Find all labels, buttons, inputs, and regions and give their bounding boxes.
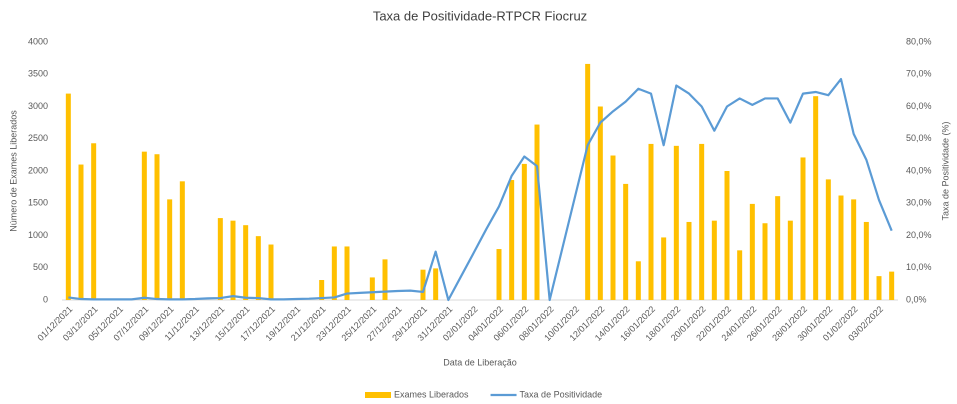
y-tick-label: 500 xyxy=(33,262,48,272)
bar xyxy=(673,145,679,300)
bar xyxy=(635,261,641,300)
y2-tick-label: 30,0% xyxy=(906,198,932,208)
legend-label: Exames Liberados xyxy=(394,389,469,399)
bar xyxy=(179,181,185,300)
y-tick-label: 4000 xyxy=(28,36,48,46)
bar xyxy=(623,183,629,300)
bar xyxy=(382,259,388,300)
bar xyxy=(154,154,160,300)
bar xyxy=(724,171,730,300)
bar xyxy=(433,268,439,300)
bar xyxy=(91,143,97,300)
y-tick-label: 0 xyxy=(43,294,48,304)
y-axis-title: Número de Exames Liberados xyxy=(8,110,18,232)
bar xyxy=(585,63,591,301)
legend-swatch xyxy=(365,392,391,398)
bar xyxy=(800,157,806,300)
y2-tick-label: 20,0% xyxy=(906,230,932,240)
bar xyxy=(534,124,540,300)
bar xyxy=(344,246,350,300)
bar xyxy=(749,203,755,300)
bar xyxy=(762,223,768,300)
bar xyxy=(420,269,426,300)
bar xyxy=(255,236,261,300)
bar xyxy=(699,143,705,300)
bar xyxy=(775,196,781,300)
y-tick-label: 1500 xyxy=(28,198,48,208)
bar xyxy=(851,199,857,300)
bar xyxy=(889,271,895,300)
bar xyxy=(268,244,274,300)
y-tick-label: 2000 xyxy=(28,165,48,175)
bar xyxy=(711,220,717,300)
bar xyxy=(509,180,515,300)
y-tick-label: 3500 xyxy=(28,69,48,79)
chart-title: Taxa de Positividade-RTPCR Fiocruz xyxy=(373,8,587,23)
bar xyxy=(243,225,249,300)
y2-tick-label: 10,0% xyxy=(906,262,932,272)
bar xyxy=(521,163,527,300)
legend-label: Taxa de Positividade xyxy=(520,389,603,399)
bar xyxy=(496,249,502,300)
bar xyxy=(597,106,603,300)
bar xyxy=(141,151,147,300)
y2-axis-title: Taxa de Positividade (%) xyxy=(940,121,950,220)
bar xyxy=(610,155,616,300)
bar xyxy=(369,277,375,300)
bar xyxy=(838,195,844,300)
line xyxy=(68,77,893,302)
bar xyxy=(167,199,173,300)
y2-tick-label: 0,0% xyxy=(906,294,927,304)
bar xyxy=(331,246,337,300)
y2-tick-label: 60,0% xyxy=(906,101,932,111)
bar xyxy=(737,250,743,300)
bar xyxy=(661,237,667,300)
bar xyxy=(319,280,325,300)
y-tick-label: 3000 xyxy=(28,101,48,111)
bar xyxy=(813,96,819,301)
bar xyxy=(863,221,869,300)
bar xyxy=(787,220,793,300)
bar xyxy=(217,218,223,300)
x-axis-title: Data de Liberação xyxy=(443,357,517,367)
y2-tick-label: 80,0% xyxy=(906,36,932,46)
bar xyxy=(686,221,692,300)
y2-tick-label: 50,0% xyxy=(906,133,932,143)
bar xyxy=(78,164,84,300)
y2-tick-label: 70,0% xyxy=(906,69,932,79)
bar xyxy=(876,276,882,300)
y-tick-label: 1000 xyxy=(28,230,48,240)
bar xyxy=(65,93,71,300)
bar xyxy=(648,143,654,300)
bar xyxy=(825,179,831,300)
y-tick-label: 2500 xyxy=(28,133,48,143)
bar xyxy=(230,220,236,300)
y2-tick-label: 40,0% xyxy=(906,165,932,175)
